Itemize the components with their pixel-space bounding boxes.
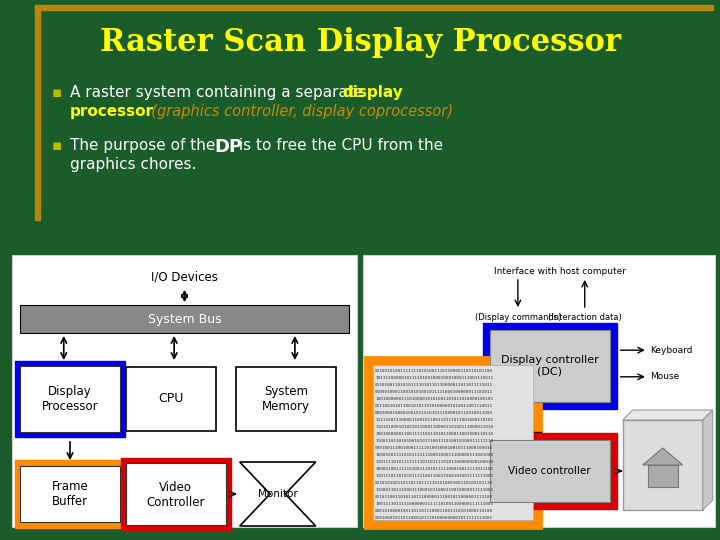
Bar [35, 5, 713, 10]
Polygon shape [623, 410, 713, 420]
Text: CPU: CPU [158, 393, 184, 406]
Text: graphics chores.: graphics chores. [70, 157, 197, 172]
Polygon shape [240, 462, 315, 526]
Text: 000101000010011011011100011001110101000110100: 0001010000100110110111000110011101010001… [375, 509, 493, 513]
Text: Display controller
(DC): Display controller (DC) [501, 355, 598, 377]
Text: 000100111001000111110100100010010111000100010: 0001001110010001111101001000100101110001… [375, 446, 493, 450]
Text: 100111101111100000011111101001100000111111001: 1001111011111000000111111010011000001111… [375, 502, 493, 506]
Text: System Bus: System Bus [148, 313, 221, 326]
Text: 100001001111101001110101111100010011111011101: 1000010011111010011101011111000100111110… [375, 467, 493, 471]
Text: 011001010011111110101001110110000110110101100: 0110010100111111101010011101100001101101… [375, 369, 493, 373]
Text: 011010100110110110111110101000100110100101110: 0110101001101101101111101010001001101001… [375, 481, 493, 485]
Bar [121, 458, 231, 530]
Text: 110101000101001011000110000110100111000011010: 1101010001010010110001100001101001110000… [375, 425, 493, 429]
Text: Keyboard: Keyboard [649, 346, 692, 355]
Text: System
Memory: System Memory [262, 385, 310, 413]
Bar [20, 466, 120, 522]
Text: Monitor: Monitor [258, 489, 297, 499]
Bar [363, 255, 715, 527]
Text: 000100010000100101101010111000010110010011000: 0001000100001001011010101110000101100100… [375, 411, 493, 415]
Text: (Display commands): (Display commands) [474, 313, 561, 322]
Bar [12, 255, 357, 527]
Text: Video
Controller: Video Controller [147, 481, 205, 509]
Text: 101111000001011110100100010001000111001110011: 1011110000010111101001000100010001110011… [375, 376, 493, 380]
Text: Mouse: Mouse [649, 372, 679, 381]
Bar [126, 463, 226, 525]
Bar [490, 330, 610, 402]
Text: A raster system containing a separate: A raster system containing a separate [70, 85, 368, 100]
Text: 011011001101011011100000111001011000001111100: 0110110011010110111000001110010110000011… [375, 495, 493, 499]
Polygon shape [643, 448, 683, 465]
Text: The purpose of the: The purpose of the [70, 138, 220, 153]
Text: (graphics controller, display coprocessor): (graphics controller, display coprocesso… [142, 104, 453, 119]
Text: ▪: ▪ [52, 138, 63, 153]
Text: 010001000110010101001011111000100000011101011: 0100010001100101010010111110001000000111… [375, 390, 493, 394]
Text: 011100101011001010110101000001010011001110011: 0111001010110010101101010000010100110011… [375, 404, 493, 408]
Text: ▪: ▪ [52, 85, 63, 100]
Bar [623, 420, 703, 510]
Text: display: display [342, 85, 402, 100]
Bar [15, 361, 125, 437]
Text: Frame
Buffer: Frame Buffer [52, 480, 89, 508]
Bar [373, 365, 533, 520]
Bar [365, 357, 541, 528]
Text: 110001101110001110001011000110010000011111001: 1100011011100011100010110001100100000111… [375, 488, 493, 492]
Text: Display
Processor: Display Processor [42, 385, 99, 413]
Text: 100010011110101111111000100011100000111001000: 1000100111101011111110001000111000001110… [375, 453, 493, 457]
Text: Interface with host computer: Interface with host computer [494, 267, 626, 276]
Text: processor: processor [70, 104, 154, 119]
Text: Raster Scan Display Processor: Raster Scan Display Processor [99, 26, 621, 57]
Polygon shape [703, 410, 713, 510]
Bar [35, 5, 40, 220]
Text: 100100000011101000010101001101011010000100101: 1001000000111010000101010011010110100001… [375, 397, 493, 401]
Text: 110111011010101111100110011000101001111111001: 1101110110101011111001100110001010011111… [375, 474, 493, 478]
Bar [20, 366, 120, 432]
Text: 100100000011001111100110101100011001000110110: 1001000000110011111001101011000110010001… [375, 432, 493, 436]
Text: 110011011010100101011100111010010100011111110: 1100110110101001010111001110100101000111… [375, 439, 493, 443]
Text: 111110011100001100101100110111011001000110101: 1111100111000011001011001101110110010001… [375, 418, 493, 422]
Bar [20, 305, 349, 333]
Text: Video controller: Video controller [508, 466, 591, 476]
Text: 010100010110110001011101000000001011111111001: 0101000101101100010111010000000010111111… [375, 516, 493, 520]
Bar [15, 460, 125, 528]
Text: 011010011010101111010110110000011011011111011: 0110100110101011110101101100000110110111… [375, 383, 493, 387]
Bar [126, 367, 216, 431]
Bar [490, 440, 610, 502]
Text: I/O Devices: I/O Devices [151, 271, 218, 284]
Text: DP: DP [214, 138, 242, 156]
Bar [236, 367, 336, 431]
Text: (Interaction data): (Interaction data) [548, 313, 621, 322]
Text: is to free the CPU from the: is to free the CPU from the [234, 138, 443, 153]
Bar [482, 433, 617, 509]
Bar [648, 465, 678, 487]
Bar [482, 323, 617, 409]
Text: 110111101011111111011011110101100000000100010: 1101111010111111110110111101011000000001… [375, 460, 493, 464]
